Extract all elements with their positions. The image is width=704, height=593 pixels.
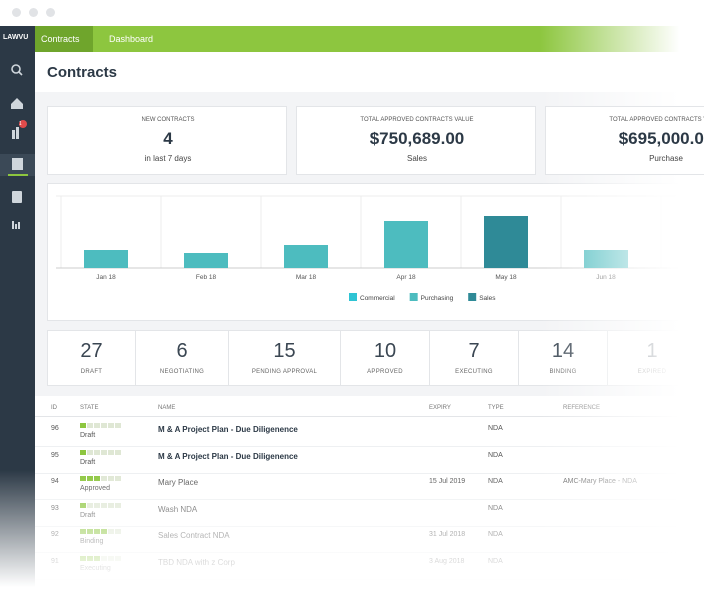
stat-sub: Sales (406, 154, 427, 163)
cell: M & A Project Plan - Due Diligenence (158, 425, 298, 434)
x-tick-label: Feb 18 (196, 274, 217, 281)
cell: 95 (51, 451, 59, 459)
cell: Draft (80, 458, 96, 466)
progress-segment (115, 423, 121, 428)
sidebar-icons (0, 64, 35, 229)
x-tick-label: Mar 18 (296, 274, 317, 281)
status-count: 6 (176, 340, 188, 362)
browser-bar (0, 0, 704, 26)
cell: NDA (488, 451, 503, 459)
cell: Draft (80, 432, 96, 439)
status-cell[interactable]: 6 NEGOTIATING (136, 331, 229, 385)
bar (484, 216, 528, 268)
progress-segment (80, 449, 86, 455)
stat-card: NEW CONTRACTS 4 in last 7 days (47, 106, 287, 175)
legend-label: Purchasing (421, 295, 454, 302)
status-count: 7 (468, 340, 480, 362)
status-label: EXECUTING (455, 369, 493, 375)
bar (184, 253, 228, 268)
status-cell[interactable]: 7 EXECUTING (430, 331, 519, 385)
progress-segment (101, 423, 107, 428)
status-count: 27 (80, 340, 103, 362)
status-count: 15 (273, 340, 296, 362)
progress-segment (87, 449, 93, 455)
window-dot (46, 8, 55, 17)
status-cell[interactable]: 27 DRAFT (48, 331, 136, 385)
legend-label: Sales (479, 295, 496, 302)
legend-swatch (468, 293, 477, 301)
bar (384, 221, 428, 268)
column-header[interactable]: EXPIRY (429, 405, 451, 411)
status-label: PENDING APPROVAL (251, 369, 318, 375)
progress-segment (80, 423, 86, 428)
bar (284, 245, 328, 268)
stat-label: NEW CONTRACTS (141, 117, 195, 123)
column-header[interactable]: NAME (158, 405, 176, 411)
progress-segment (115, 449, 121, 455)
column-header[interactable]: STATE (80, 405, 99, 411)
progress-segment (94, 423, 100, 428)
status-cell[interactable]: 10 APPROVED (341, 331, 430, 385)
column-header[interactable]: TYPE (488, 405, 504, 411)
x-tick-label: May 18 (495, 274, 517, 281)
progress-segment (108, 449, 114, 455)
column-header[interactable]: ID (51, 405, 57, 411)
stat-card: TOTAL APPROVED CONTRACTS VALUE $750,689.0… (296, 106, 536, 175)
bar (84, 250, 128, 268)
cell: 96 (51, 425, 59, 432)
status-count: 10 (373, 340, 397, 362)
stat-value: $695,000.00 (618, 129, 704, 148)
logo: LAWVU (3, 34, 29, 41)
status-cell[interactable]: 15 PENDING APPROVAL (229, 331, 341, 385)
cell: M & A Project Plan - Due Diligenence (158, 451, 298, 461)
stat-value: 4 (163, 129, 173, 148)
cell: NDA (488, 425, 503, 432)
status-label: DRAFT (80, 369, 103, 375)
progress-segment (94, 449, 100, 455)
badge: 1 (19, 121, 22, 127)
stat-label: TOTAL APPROVED CONTRACTS VALUE (360, 117, 474, 123)
stat-label: TOTAL APPROVED CONTRACTS VALUE (609, 117, 704, 123)
page-title: Contracts (47, 64, 118, 81)
window-dot (29, 8, 38, 17)
progress-segment (87, 423, 93, 428)
header-rule (35, 416, 704, 417)
legend-label: Commercial (360, 295, 395, 302)
stat-card: TOTAL APPROVED CONTRACTS VALUE $695,000.0… (545, 106, 704, 175)
x-tick-label: Apr 18 (396, 274, 416, 281)
breadcrumb[interactable]: Contracts (35, 26, 93, 52)
stat-value: $750,689.00 (369, 129, 465, 148)
stat-sub: in last 7 days (144, 154, 192, 163)
status-label: NEGOTIATING (159, 369, 205, 375)
legend-swatch (409, 293, 418, 301)
x-tick-label: Jan 18 (96, 274, 116, 281)
table-row[interactable]: 96 Draft M & A Project Plan - Due Diligene… (35, 420, 704, 447)
legend-swatch (349, 293, 357, 301)
stat-sub: Purchase (649, 154, 683, 163)
progress-segment (101, 449, 107, 455)
breadcrumb[interactable]: Dashboard (109, 34, 154, 44)
fade-bottom (0, 470, 704, 593)
progress-segment (108, 423, 114, 428)
window-dot (12, 8, 21, 17)
status-label: APPROVED (367, 369, 403, 375)
